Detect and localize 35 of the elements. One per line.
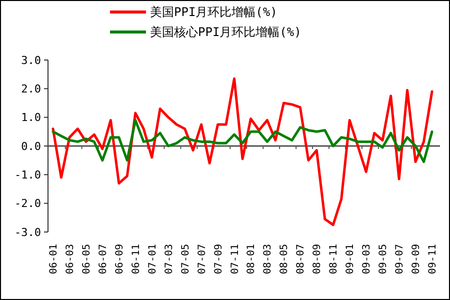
x-tick-label: 08-07 — [296, 244, 307, 274]
line-series — [52, 77, 434, 226]
y-tick-label: -1.0 — [14, 168, 41, 182]
x-tick-label: 07-11 — [230, 244, 241, 274]
x-tick-label: 08-01 — [246, 244, 258, 274]
x-tick-label: 06-01 — [48, 244, 60, 274]
x-tick-label: 06-03 — [64, 244, 76, 274]
x-tick-label: 09-05 — [378, 244, 390, 274]
y-tick-label: -2.0 — [14, 197, 41, 210]
x-tick-label: 09-03 — [362, 244, 373, 274]
x-tick-label: 07-03 — [164, 244, 175, 274]
x-tick-label: 06-11 — [130, 244, 142, 274]
legend-label: 美国PPI月环比增幅(%) — [150, 5, 278, 20]
y-tick-label: 0.0 — [21, 140, 41, 153]
x-tick-label: 06-07 — [98, 244, 109, 274]
x-tick-label: 09-07 — [394, 244, 406, 274]
line-series — [52, 118, 434, 164]
x-tick-label: 07-09 — [213, 244, 224, 274]
x-tick-label: 08-09 — [312, 244, 324, 274]
x-tick-label: 06-05 — [81, 244, 92, 274]
x-tick-label: 09-01 — [345, 244, 356, 274]
x-tick-label: 09-11 — [428, 244, 438, 274]
x-tick-label: 08-11 — [328, 244, 340, 274]
x-tick-label: 09-09 — [411, 244, 422, 274]
legend-label: 美国核心PPI月环比增幅(%) — [150, 25, 302, 40]
x-tick-label: 08-03 — [262, 244, 274, 274]
y-tick-label: 2.0 — [21, 82, 41, 96]
y-tick-label: 1.0 — [21, 111, 41, 124]
x-tick-label: 08-05 — [279, 244, 290, 274]
x-tick-label: 07-07 — [196, 244, 208, 274]
x-tick-label: 06-09 — [114, 244, 126, 274]
y-tick-label: -3.0 — [14, 226, 41, 239]
y-tick-label: 3.0 — [21, 54, 41, 67]
x-tick-label: 07-05 — [180, 244, 192, 274]
x-tick-label: 07-01 — [147, 244, 158, 274]
